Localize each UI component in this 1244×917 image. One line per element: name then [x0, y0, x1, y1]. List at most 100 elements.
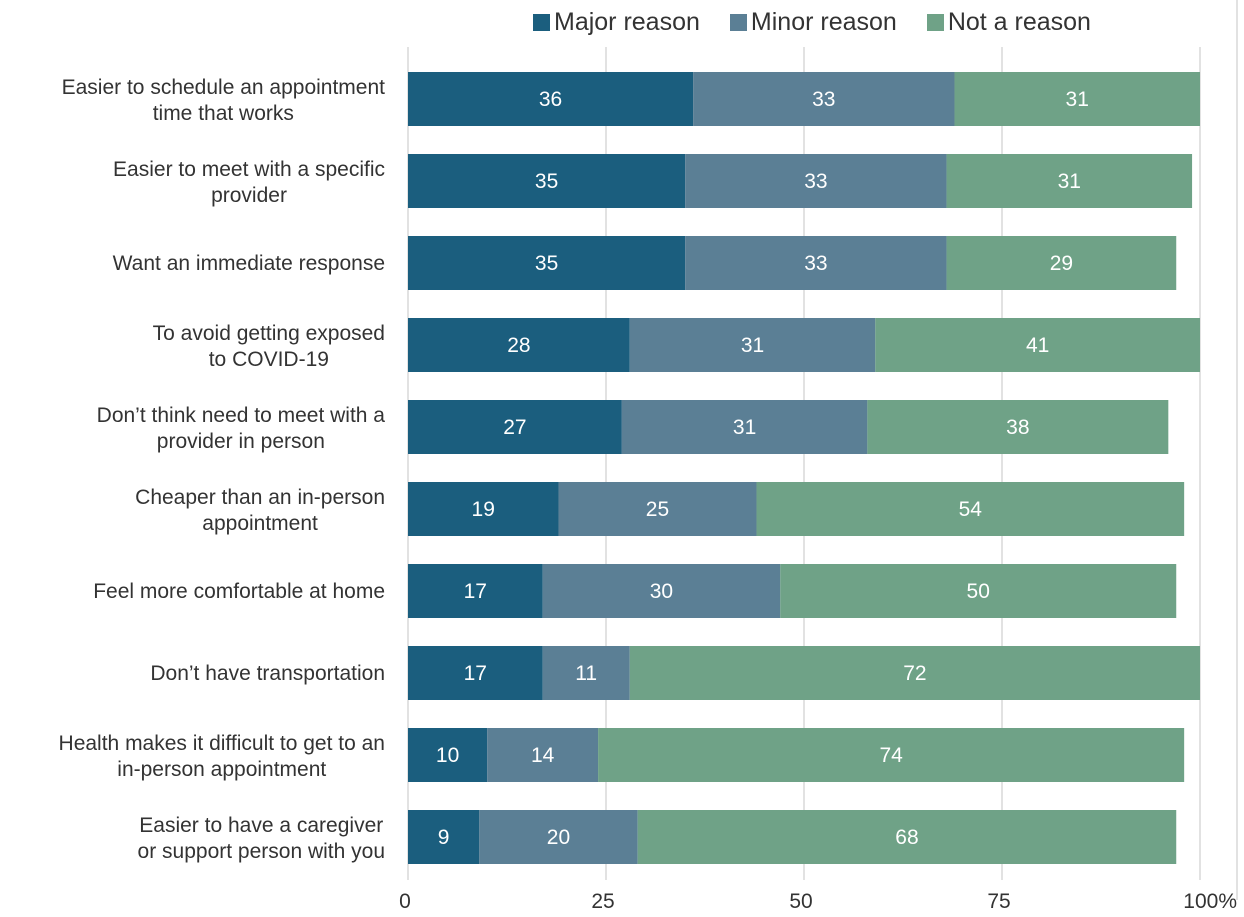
data-label: 11: [575, 662, 597, 685]
bar-segment: [542, 646, 630, 700]
category-label: Feel more comfortable at home: [93, 580, 385, 603]
bar-segment: [867, 400, 1169, 454]
category-label-line: Don’t think need to meet with a: [97, 404, 386, 427]
data-label: 28: [507, 334, 530, 357]
data-label: 31: [1066, 88, 1089, 111]
data-label: 17: [464, 662, 487, 685]
category-label: Cheaper than an in-person appointment: [135, 486, 385, 535]
category-label: Want an immediate response: [113, 252, 385, 275]
bar-segment: [685, 236, 947, 290]
category-label: Easier to schedule an appointment time th…: [62, 76, 386, 125]
legend-label-minor: Minor reason: [750, 8, 897, 36]
data-label: 30: [650, 580, 673, 603]
legend-swatch-not: [926, 14, 944, 31]
legend-label-major: Major reason: [554, 8, 700, 36]
bar-segment: [487, 728, 599, 782]
bar-segment: [946, 236, 1177, 290]
bar-segment: [875, 318, 1200, 372]
legend-swatch-minor: [729, 14, 747, 31]
data-label: 19: [472, 498, 495, 521]
bar-segment: [542, 564, 781, 618]
bar-segment: [629, 318, 876, 372]
legend: Major reason Minor reason Not a reason: [533, 8, 1091, 37]
bar-segment: [479, 810, 638, 864]
legend-item-major: Major reason: [533, 8, 700, 37]
data-label: 68: [895, 826, 918, 849]
data-label: 33: [804, 170, 827, 193]
category-label: To avoid getting exposed to COVID-19: [153, 322, 385, 371]
data-label: 36: [539, 88, 562, 111]
data-label: 10: [436, 744, 459, 767]
category-label-line: in-person appointment: [117, 758, 326, 781]
bar-segment: [408, 728, 488, 782]
data-label: 27: [503, 416, 526, 439]
legend-swatch-major: [533, 14, 550, 31]
bar-segment: [780, 564, 1177, 618]
bar-segment: [408, 646, 543, 700]
data-label: 17: [464, 580, 487, 603]
category-label-line: to COVID-19: [209, 348, 329, 371]
x-tick-label: 50: [789, 890, 812, 913]
category-label-line: time that works: [153, 102, 294, 125]
category-label-line: To avoid getting exposed: [153, 322, 385, 345]
bar-segment: [954, 72, 1200, 126]
data-label: 41: [1026, 334, 1049, 357]
bar-segment: [408, 154, 686, 208]
data-label: 35: [535, 252, 558, 275]
x-tick-label: 100%: [1183, 890, 1237, 913]
data-label: 25: [646, 498, 669, 521]
category-label: Easier to have a caregiver or support per…: [138, 814, 385, 863]
bar-segment: [408, 564, 543, 618]
bar-segment: [621, 400, 868, 454]
bar-segment: [756, 482, 1185, 536]
data-label: 33: [804, 252, 827, 275]
bar-segment: [408, 810, 480, 864]
data-label: 14: [531, 744, 555, 767]
bar-segment: [946, 154, 1193, 208]
legend-item-not: Not a reason: [926, 8, 1091, 37]
bar-segment: [408, 400, 622, 454]
bar-segment: [637, 810, 1177, 864]
data-label: 54: [959, 498, 983, 521]
bar-segment: [598, 728, 1185, 782]
bar-segment: [408, 318, 630, 372]
category-label: Don’t think need to meet with a provider …: [97, 404, 386, 453]
legend-item-minor: Minor reason: [729, 8, 897, 37]
x-tick-label: 75: [987, 890, 1010, 913]
data-label: 33: [812, 88, 835, 111]
data-label: 20: [547, 826, 570, 849]
data-label: 31: [1058, 170, 1081, 193]
category-label: Health makes it difficult to get to an in…: [59, 732, 385, 781]
data-label: 31: [733, 416, 756, 439]
data-label: 29: [1050, 252, 1073, 275]
category-label: Don’t have transportation: [150, 662, 385, 685]
category-label-line: Easier to schedule an appointment: [62, 76, 386, 99]
category-label-line: Easier to have a caregiver: [139, 814, 383, 837]
bar-segment: [558, 482, 757, 536]
data-label: 50: [967, 580, 990, 603]
legend-label-not: Not a reason: [947, 8, 1091, 36]
x-tick-label: 25: [591, 890, 614, 913]
category-label-line: provider: [211, 184, 287, 207]
category-label-line: Easier to meet with a specific: [113, 158, 385, 181]
bar-segment: [408, 482, 559, 536]
data-label: 72: [903, 662, 926, 685]
bar-segment: [685, 154, 947, 208]
category-label-line: provider in person: [157, 430, 325, 453]
category-label-line: or support person with you: [138, 840, 385, 863]
category-label: Easier to meet with a specific provider: [113, 158, 385, 207]
data-label: 35: [535, 170, 558, 193]
data-label: 31: [741, 334, 764, 357]
category-label-line: Cheaper than an in-person: [135, 486, 385, 509]
data-label: 38: [1006, 416, 1029, 439]
bar-segment: [408, 72, 694, 126]
category-label-line: Health makes it difficult to get to an: [59, 732, 385, 755]
bar-segment: [629, 646, 1200, 700]
bar-segment: [693, 72, 955, 126]
category-label-line: appointment: [202, 512, 318, 535]
bar-segment: [408, 236, 686, 290]
data-label: 9: [438, 826, 450, 849]
x-tick-label: 0: [399, 890, 411, 913]
data-label: 74: [879, 744, 903, 767]
